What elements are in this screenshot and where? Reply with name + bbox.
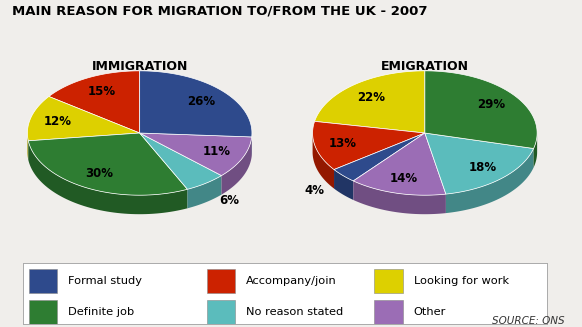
Polygon shape (27, 133, 29, 160)
Polygon shape (29, 141, 187, 214)
Text: 26%: 26% (187, 95, 215, 108)
Polygon shape (187, 176, 222, 208)
Polygon shape (446, 148, 534, 213)
Text: EMIGRATION: EMIGRATION (381, 60, 469, 73)
Polygon shape (425, 71, 537, 148)
Polygon shape (29, 133, 187, 195)
Text: Accompany/join: Accompany/join (246, 276, 336, 286)
Polygon shape (353, 133, 446, 195)
Polygon shape (140, 71, 252, 137)
Text: 29%: 29% (477, 98, 505, 111)
Text: IMMIGRATION: IMMIGRATION (91, 60, 188, 73)
Polygon shape (353, 181, 446, 214)
Text: 15%: 15% (87, 85, 115, 98)
Text: Definite job: Definite job (68, 307, 134, 317)
Text: 13%: 13% (329, 137, 357, 150)
Text: 30%: 30% (85, 167, 113, 181)
Polygon shape (140, 133, 252, 176)
Text: 4%: 4% (304, 184, 324, 197)
FancyBboxPatch shape (207, 300, 235, 324)
Polygon shape (313, 133, 334, 189)
Polygon shape (334, 170, 353, 200)
Polygon shape (313, 121, 425, 170)
FancyBboxPatch shape (207, 269, 235, 294)
Polygon shape (315, 71, 425, 133)
Text: 14%: 14% (390, 172, 418, 185)
Text: 12%: 12% (44, 115, 72, 128)
Text: Other: Other (414, 307, 446, 317)
Text: 6%: 6% (219, 195, 239, 207)
FancyBboxPatch shape (374, 269, 403, 294)
Text: Looking for work: Looking for work (414, 276, 509, 286)
Text: 18%: 18% (469, 161, 496, 174)
Text: 22%: 22% (357, 91, 385, 104)
Polygon shape (425, 133, 534, 194)
Text: SOURCE: ONS: SOURCE: ONS (492, 316, 565, 326)
FancyBboxPatch shape (29, 269, 57, 294)
Text: MAIN REASON FOR MIGRATION TO/FROM THE UK - 2007: MAIN REASON FOR MIGRATION TO/FROM THE UK… (12, 5, 427, 18)
Polygon shape (534, 133, 537, 167)
Text: Formal study: Formal study (68, 276, 142, 286)
Polygon shape (140, 133, 222, 189)
Polygon shape (222, 137, 252, 195)
FancyBboxPatch shape (29, 300, 57, 324)
Polygon shape (334, 133, 425, 181)
Text: 11%: 11% (203, 145, 231, 158)
Text: No reason stated: No reason stated (246, 307, 343, 317)
Polygon shape (49, 71, 140, 133)
FancyBboxPatch shape (374, 300, 403, 324)
Polygon shape (27, 96, 140, 141)
